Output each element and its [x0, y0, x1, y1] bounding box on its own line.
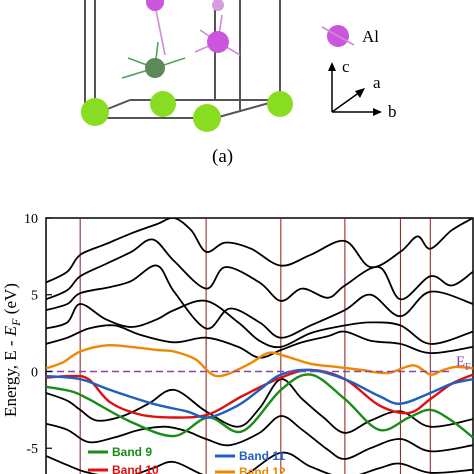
- a-axis-arrow: [331, 91, 361, 113]
- green-atom: [81, 98, 109, 126]
- k-point-lines: [79, 218, 431, 474]
- band-line: [46, 264, 474, 339]
- dark-atom: [145, 58, 165, 78]
- band-lines: [46, 218, 474, 474]
- band-line: [46, 238, 474, 302]
- b-axis-arrowhead: [373, 108, 382, 116]
- legend-label: Band 9: [112, 445, 152, 459]
- legend-label: Band 12: [239, 465, 286, 474]
- band-10-line: [46, 368, 474, 419]
- y-tick-label: 5: [31, 289, 38, 304]
- legend-label: Band 10: [112, 463, 159, 474]
- band-11-line: [46, 368, 474, 419]
- band-line: [46, 299, 474, 349]
- al-atom: [212, 0, 224, 11]
- crystal-structure: [81, 0, 293, 132]
- al-atom: [207, 31, 229, 53]
- green-atom: [150, 91, 176, 117]
- y-axis-label: Energy, E - EF (eV): [1, 283, 23, 417]
- band-line: [46, 451, 474, 474]
- a-axis-arrowhead: [355, 88, 365, 98]
- al-legend-label: Al: [362, 27, 379, 46]
- y-tick-label: -5: [26, 442, 38, 457]
- bond: [154, 4, 166, 56]
- band-line: [46, 415, 474, 460]
- c-axis-arrowhead: [328, 62, 336, 71]
- y-tick-label: 0: [31, 365, 38, 380]
- band-line: [46, 218, 474, 284]
- plot-frame: [45, 217, 474, 474]
- band-12-line: [46, 343, 474, 378]
- y-tick-label: 10: [24, 212, 38, 227]
- b-axis-label: b: [388, 102, 397, 121]
- band-9-line: [46, 373, 474, 439]
- c-axis-label: c: [342, 57, 350, 76]
- fermi-level-label: EF: [456, 354, 471, 373]
- al-atom: [146, 0, 164, 11]
- panel-label-a: (a): [212, 146, 233, 167]
- y-axis-ticks: 10 5 0 -5: [24, 212, 52, 457]
- a-axis-label: a: [373, 73, 381, 92]
- band-legend: Band 9 Band 10 Band 11 Band 12: [88, 445, 286, 474]
- green-atom: [267, 91, 293, 117]
- band-line: [46, 378, 474, 434]
- green-atom: [193, 104, 221, 132]
- legend-label: Band 11: [239, 449, 285, 463]
- atom-legend: Al: [321, 25, 379, 47]
- crystal-axes: c a b: [328, 57, 397, 121]
- al-legend-bond: [321, 26, 355, 46]
